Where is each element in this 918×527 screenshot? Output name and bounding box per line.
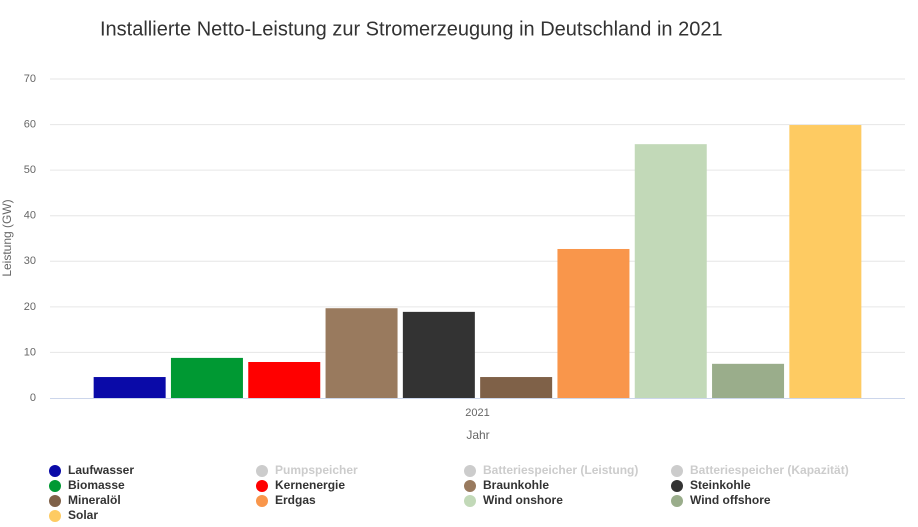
bar	[325, 308, 398, 398]
chart-title: Installierte Netto-Leistung zur Stromerz…	[100, 18, 723, 40]
y-tick-label: 40	[24, 210, 36, 222]
legend-label[interactable]: Biomasse	[68, 478, 125, 492]
bar	[402, 311, 475, 398]
legend-marker[interactable]	[256, 480, 268, 492]
legend-label[interactable]: Pumpspeicher	[275, 463, 358, 477]
bar	[712, 363, 785, 398]
legend-marker[interactable]	[464, 465, 476, 477]
y-tick-label: 0	[30, 392, 36, 404]
bar	[93, 377, 166, 398]
legend-label[interactable]: Erdgas	[275, 493, 316, 507]
legend-marker[interactable]	[49, 465, 61, 477]
bar	[170, 357, 243, 398]
legend-marker[interactable]	[464, 495, 476, 507]
legend-label[interactable]: Kernenergie	[275, 478, 345, 492]
legend-label[interactable]: Wind onshore	[483, 493, 563, 507]
legend-label[interactable]: Wind offshore	[690, 493, 771, 507]
legend-marker[interactable]	[671, 495, 683, 507]
legend-label[interactable]: Batteriespeicher (Kapazität)	[690, 463, 849, 477]
legend-marker[interactable]	[49, 495, 61, 507]
legend-marker[interactable]	[49, 510, 61, 522]
y-tick-label: 70	[24, 73, 36, 85]
x-axis-label: Jahr	[466, 428, 489, 442]
y-tick-label: 20	[24, 301, 36, 313]
legend-label[interactable]: Laufwasser	[68, 463, 134, 477]
bar	[634, 144, 707, 398]
legend-marker[interactable]	[464, 480, 476, 492]
y-tick-label: 10	[24, 346, 36, 358]
legend-label[interactable]: Mineralöl	[68, 493, 121, 507]
legend-label[interactable]: Braunkohle	[483, 478, 549, 492]
legend-marker[interactable]	[671, 465, 683, 477]
legend-marker[interactable]	[256, 495, 268, 507]
legend-label[interactable]: Batteriespeicher (Leistung)	[483, 463, 638, 477]
x-tick-label: 2021	[465, 407, 489, 419]
legend-label[interactable]: Steinkohle	[690, 478, 751, 492]
bar	[789, 125, 862, 398]
bar	[248, 361, 321, 398]
legend-marker[interactable]	[49, 480, 61, 492]
legend-marker[interactable]	[671, 480, 683, 492]
y-tick-label: 30	[24, 255, 36, 267]
bar	[480, 377, 553, 398]
y-tick-label: 50	[24, 164, 36, 176]
legend-label[interactable]: Solar	[68, 508, 98, 522]
y-axis-label: Leistung (GW)	[0, 199, 14, 276]
legend-marker[interactable]	[256, 465, 268, 477]
y-tick-label: 60	[24, 118, 36, 130]
bar	[557, 248, 630, 398]
